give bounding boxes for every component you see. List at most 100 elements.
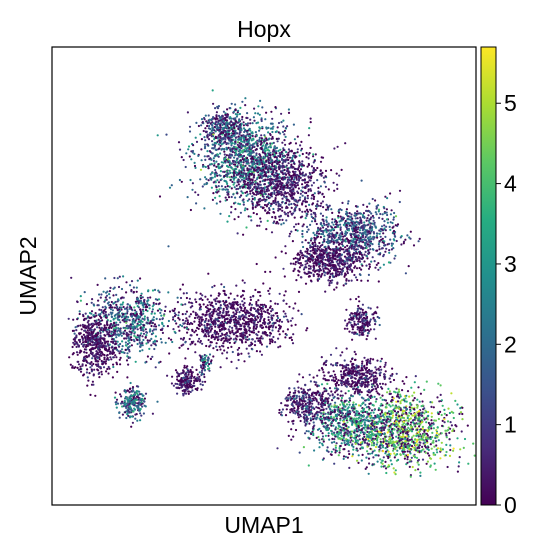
scatter-point [155,302,158,305]
scatter-point [240,339,243,342]
scatter-point [224,136,227,139]
scatter-point [247,175,251,178]
scatter-point [362,212,365,215]
scatter-point [295,173,298,177]
scatter-point [270,171,273,174]
scatter-point [136,328,139,331]
scatter-point [177,141,181,144]
scatter-point [361,214,365,217]
scatter-point [229,107,232,110]
scatter-point [324,229,327,232]
scatter-point [246,133,249,136]
scatter-point [305,329,308,332]
scatter-point [390,248,393,251]
scatter-point [290,230,293,233]
scatter-point [356,248,359,251]
scatter-point [315,269,318,272]
scatter-point [104,310,107,314]
scatter-point [296,204,299,207]
scatter-point [412,244,416,247]
scatter-point [214,168,217,172]
scatter-point [212,157,215,160]
scatter-point [279,204,282,208]
scatter-point [293,162,296,165]
scatter-point [291,170,295,173]
scatter-point [330,266,333,270]
scatter-point [194,343,197,346]
scatter-point [333,275,336,278]
scatter-point [168,310,172,313]
scatter-point [380,238,383,241]
scatter-point [157,289,160,292]
scatter-point [255,323,258,326]
scatter-point [249,308,252,311]
scatter-point [231,147,234,150]
scatter-point [202,129,205,133]
scatter-point [355,220,358,223]
scatter-point [213,164,216,167]
scatter-point [216,174,219,177]
scatter-point [277,149,280,152]
scatter-point [354,243,357,246]
scatter-point [245,316,248,319]
scatter-point [238,112,241,116]
scatter-point [368,210,371,213]
scatter-point [136,279,139,282]
scatter-point [307,134,310,137]
scatter-point [267,318,270,322]
scatter-point [273,168,276,171]
scatter-point [263,173,266,176]
scatter-point [241,314,244,317]
scatter-point [307,228,310,231]
scatter-point [236,294,239,297]
scatter-point [285,184,288,187]
scatter-point [235,284,238,287]
scatter-point [241,341,244,344]
scatter-point [290,196,293,199]
scatter-point [390,209,393,212]
scatter-point [367,249,370,252]
scatter-point [317,254,320,257]
scatter-point [304,239,307,242]
scatter-point [234,149,237,153]
scatter-point [287,111,291,114]
scatter-point [314,213,317,216]
scatter-point [225,357,228,360]
scatter-point [307,241,310,244]
scatter-point [330,169,333,172]
scatter-point [372,235,375,238]
scatter-point [182,336,186,340]
scatter-point [171,340,174,344]
scatter-point [309,250,312,253]
scatter-point [350,216,353,219]
scatter-point [337,270,340,273]
scatter-point [199,168,203,171]
scatter-point [398,200,401,204]
scatter-point [314,153,317,156]
scatter-point [291,342,295,345]
scatter-point [223,147,226,151]
scatter-point [204,127,207,130]
scatter-point [271,117,274,120]
scatter-point [346,248,349,251]
scatter-point [219,136,222,139]
scatter-point [348,252,351,255]
scatter-point [207,179,210,182]
scatter-point [138,324,141,327]
scatter-point [277,121,281,125]
scatter-point [296,168,300,171]
scatter-point [220,140,223,143]
scatter-point [227,142,230,145]
scatter-point [211,315,214,318]
scatter-point [281,209,284,212]
scatter-point [86,329,89,332]
scatter-point [369,235,372,238]
scatter-point [293,216,296,219]
scatter-point [346,250,349,253]
scatter-point [237,172,241,175]
scatter-point [386,213,389,217]
scatter-point [234,201,237,204]
scatter-point [297,261,300,265]
scatter-point [311,259,314,262]
scatter-point [361,234,364,237]
